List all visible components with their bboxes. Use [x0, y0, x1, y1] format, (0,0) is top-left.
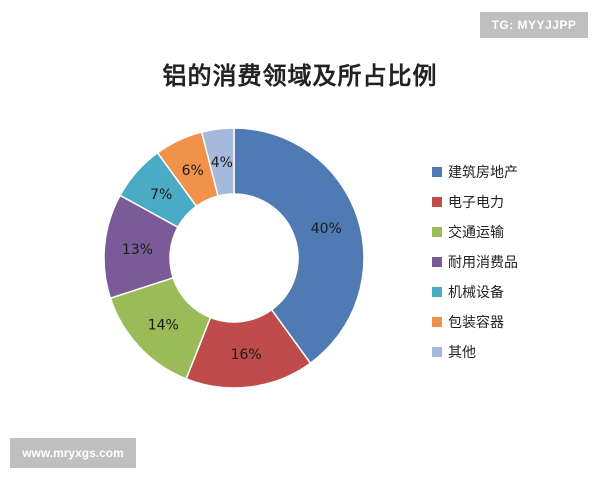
legend-label: 机械设备 [448, 284, 504, 301]
donut-slice-1 [233, 127, 365, 365]
legend-label: 耐用消费品 [448, 255, 518, 271]
legend-swatch [432, 197, 442, 207]
legend-swatch [432, 347, 442, 357]
slice-data-label: 40% [311, 221, 342, 237]
legend-label: 交通运输 [448, 224, 504, 241]
slice-data-label: 6% [182, 163, 204, 179]
legend-label: 电子电力 [448, 195, 504, 211]
donut-slice-7 [200, 127, 235, 197]
watermark-bottom-left: www.mryxgs.com [10, 438, 136, 468]
chart-title: 铝的消费领域及所占比例 [162, 62, 438, 90]
legend-label: 建筑房地产 [448, 165, 518, 181]
watermark-top-right: TG: MYYJJPP [480, 12, 588, 38]
slice-data-label: 14% [148, 317, 179, 333]
legend-label: 包装容器 [448, 314, 504, 331]
legend-swatch [432, 167, 442, 177]
legend-swatch [432, 227, 442, 237]
legend-swatch [432, 287, 442, 297]
legend-swatch [432, 257, 442, 267]
slice-data-label: 16% [231, 347, 262, 363]
slice-data-label: 13% [122, 242, 153, 258]
legend-label: 其他 [448, 345, 476, 361]
slice-data-label: 7% [150, 187, 172, 203]
slice-data-label: 4% [211, 155, 233, 171]
legend-swatch [432, 317, 442, 327]
